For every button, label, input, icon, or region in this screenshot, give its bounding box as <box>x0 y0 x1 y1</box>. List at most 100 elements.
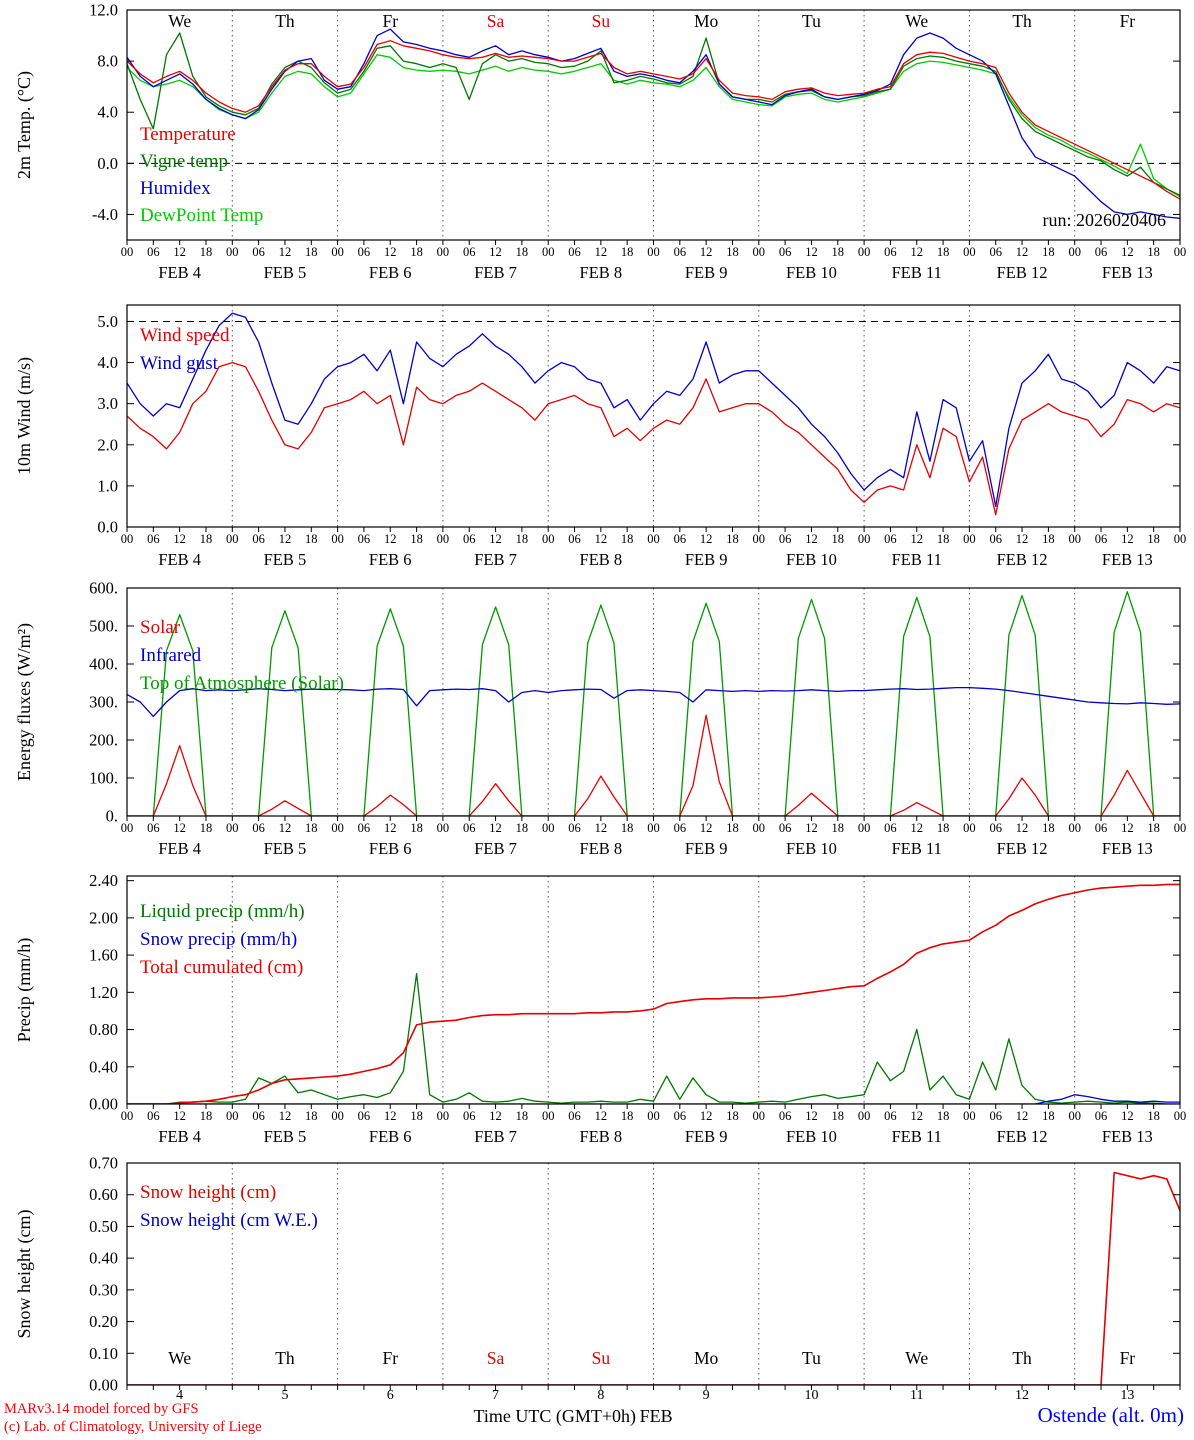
credit-line-1: MARv3.14 model forced by GFS <box>4 1401 199 1417</box>
hour-label: 12 <box>279 1109 292 1123</box>
snow-height-chart: 0.00 0.10 0.20 0.30 0.40 0.50 0.60 0.70 We Th Fr Sa… <box>14 1154 1181 1402</box>
y-tick-label: 0.00 <box>89 1095 118 1114</box>
day-name: Mo <box>694 1348 719 1368</box>
hour-label: 06 <box>568 532 581 546</box>
credit-line-2: (c) Lab. of Climatology, University of L… <box>4 1419 262 1435</box>
hour-label: 00 <box>858 821 871 835</box>
hour-label: 12 <box>911 1109 924 1123</box>
hour-label: 12 <box>489 532 502 546</box>
y-axis-title: Precip (mm/h) <box>14 938 35 1042</box>
hour-label: 06 <box>989 532 1002 546</box>
hour-label: 00 <box>437 245 450 259</box>
day-label: FEB 7 <box>474 839 517 858</box>
day-number: 5 <box>281 1388 288 1402</box>
hour-label: 18 <box>726 532 739 546</box>
hour-label: 00 <box>226 821 239 835</box>
panel-temperature: -4.0 0.0 4.0 8.0 12.0 00 06 12 18 00 06 12 18 00 06 12 1… <box>0 0 1194 288</box>
hour-label: 18 <box>305 532 318 546</box>
y-tick-label: 100. <box>89 769 118 788</box>
hour-label: 00 <box>647 821 660 835</box>
hour-label: 12 <box>384 1109 397 1123</box>
hour-label: 06 <box>568 821 581 835</box>
day-label: FEB 6 <box>369 839 412 858</box>
day-label: FEB 4 <box>158 550 201 569</box>
hour-label: 18 <box>832 532 845 546</box>
day-name: We <box>905 1348 928 1368</box>
hour-label: 06 <box>779 821 792 835</box>
hour-label: 06 <box>147 821 160 835</box>
hour-label: 12 <box>489 821 502 835</box>
day-name: We <box>905 11 928 31</box>
model-credits: MARv3.14 model forced by GFS (c) Lab. of… <box>4 1400 262 1436</box>
day-label: FEB 13 <box>1102 263 1153 282</box>
day-name: We <box>168 1348 191 1368</box>
day-number: 12 <box>1015 1388 1029 1402</box>
legend-entry: Snow height (cm W.E.) <box>140 1210 318 1231</box>
plot-frame <box>126 587 1181 817</box>
hour-label: 06 <box>252 532 265 546</box>
hour-label: 00 <box>331 1109 344 1123</box>
hour-label: 06 <box>358 245 371 259</box>
legend-entry: Total cumulated (cm) <box>140 957 303 978</box>
hour-label: 06 <box>252 1109 265 1123</box>
legend-entry: Solar <box>140 617 181 638</box>
hour-label: 06 <box>884 245 897 259</box>
hour-label: 00 <box>226 532 239 546</box>
day-label: FEB 12 <box>997 839 1048 858</box>
hour-label: 06 <box>1095 821 1108 835</box>
day-name: Sa <box>487 1348 505 1368</box>
hour-label: 18 <box>621 821 634 835</box>
y-tick-label: 0.40 <box>89 1057 118 1076</box>
footer: MARv3.14 model forced by GFS (c) Lab. of… <box>0 1400 1194 1440</box>
y-tick-label: 2.40 <box>89 871 118 890</box>
hour-label: 18 <box>726 245 739 259</box>
hour-label: 00 <box>331 532 344 546</box>
y-tick-label: 400. <box>89 655 118 674</box>
hour-label: 12 <box>595 245 608 259</box>
day-name: Fr <box>382 1348 398 1368</box>
day-label: FEB 11 <box>892 839 942 858</box>
day-number: 13 <box>1120 1388 1134 1402</box>
hour-label: 00 <box>963 532 976 546</box>
day-label: FEB 10 <box>786 550 837 569</box>
hour-label: 18 <box>410 1109 423 1123</box>
hour-label: 00 <box>437 821 450 835</box>
hour-label: 00 <box>858 1109 871 1123</box>
hour-label: 06 <box>1095 1109 1108 1123</box>
day-number: 6 <box>387 1388 394 1402</box>
y-tick-label: 0.10 <box>89 1344 118 1363</box>
hour-label: 06 <box>989 821 1002 835</box>
day-label: FEB 5 <box>264 263 307 282</box>
y-tick-label: 5.0 <box>97 312 118 331</box>
hour-label: 12 <box>489 1109 502 1123</box>
day-label: FEB 7 <box>474 550 517 569</box>
day-label: FEB 4 <box>158 263 201 282</box>
hour-label: 00 <box>1174 532 1187 546</box>
day-name: Fr <box>1120 1348 1136 1368</box>
hour-label: 06 <box>1095 532 1108 546</box>
day-name: Tu <box>802 11 821 31</box>
hour-label: 06 <box>358 821 371 835</box>
y-tick-label: 1.20 <box>89 983 118 1002</box>
day-label: FEB 4 <box>158 1127 201 1146</box>
y-tick-label: 300. <box>89 693 118 712</box>
day-name: Fr <box>382 11 398 31</box>
hour-label: 18 <box>200 245 213 259</box>
hour-label: 12 <box>1121 821 1134 835</box>
day-label: FEB 8 <box>580 839 623 858</box>
hour-label: 18 <box>516 1109 529 1123</box>
legend-entry: Vigne temp <box>140 151 228 172</box>
hour-label: 18 <box>1147 821 1160 835</box>
y-tick-label: 0.70 <box>89 1154 118 1173</box>
y-axis-title: Energy fluxes (W/m²) <box>14 623 35 781</box>
y-tick-label: 0.30 <box>89 1280 118 1299</box>
hour-label: 06 <box>1095 245 1108 259</box>
hour-label: 12 <box>173 532 186 546</box>
hour-label: 18 <box>621 245 634 259</box>
day-name: Su <box>592 11 611 31</box>
day-label: FEB 8 <box>580 263 623 282</box>
day-number: 4 <box>176 1388 183 1402</box>
hour-label: 18 <box>832 821 845 835</box>
hour-label: 00 <box>963 1109 976 1123</box>
hour-label: 12 <box>1016 532 1029 546</box>
